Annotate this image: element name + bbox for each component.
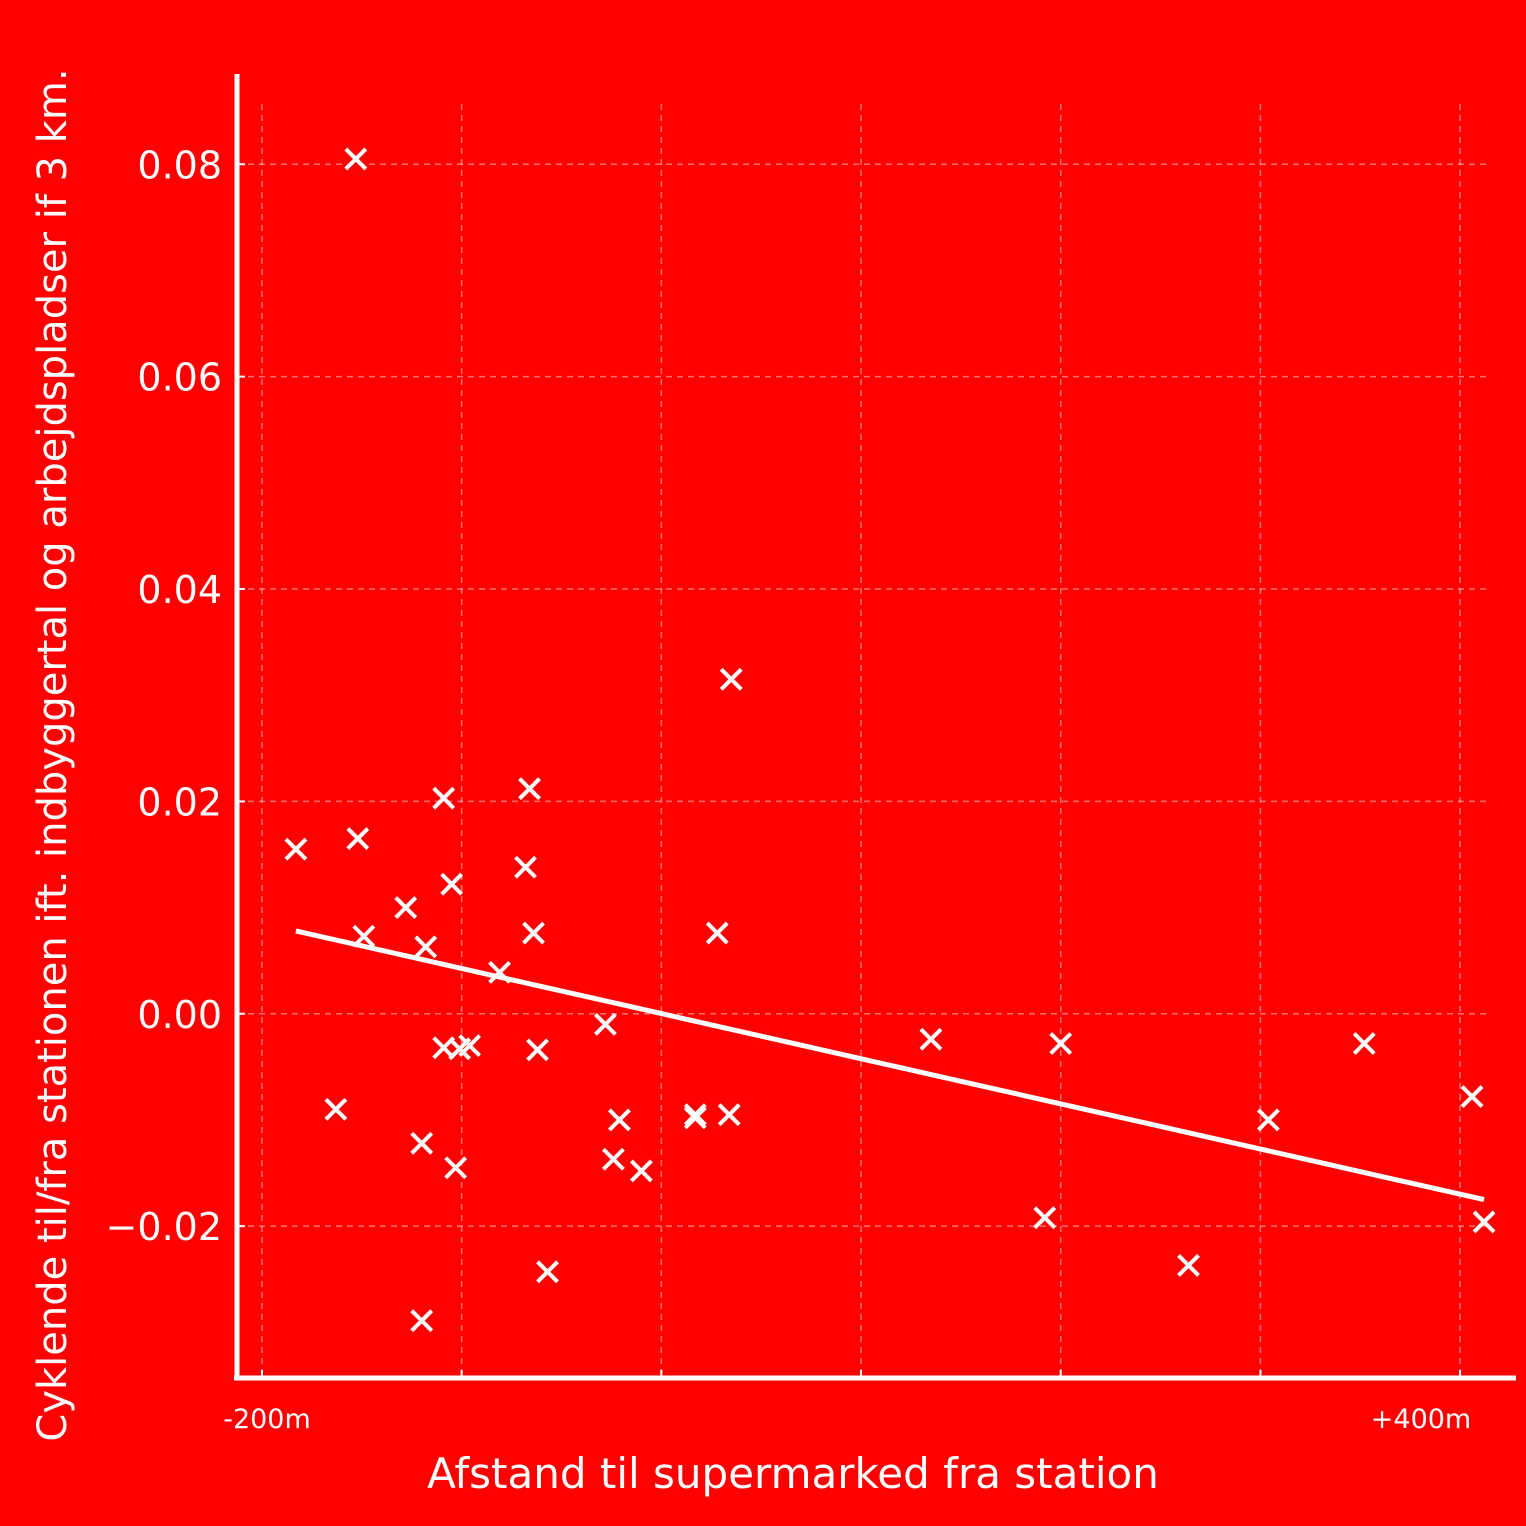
data-point-35 xyxy=(1352,1032,1376,1055)
y-tick-label-3: 0.02 xyxy=(137,780,222,824)
data-point-27 xyxy=(705,921,729,945)
data-point-8 xyxy=(414,935,438,959)
data-point-6 xyxy=(410,1131,434,1155)
data-point-18 xyxy=(522,921,545,945)
y-tick-label-1: 0.06 xyxy=(137,356,222,400)
data-point-5 xyxy=(394,896,418,919)
grid xyxy=(237,104,1488,1378)
axes xyxy=(234,74,1516,1381)
data-point-21 xyxy=(594,1012,617,1036)
data-point-20 xyxy=(536,1260,559,1284)
data-point-0 xyxy=(284,837,308,861)
y-tick-label-0: 0.08 xyxy=(137,143,222,187)
data-point-1 xyxy=(324,1097,348,1121)
data-point-17 xyxy=(518,777,541,801)
y-tick-label-2: 0.04 xyxy=(137,568,222,612)
data-point-9 xyxy=(432,786,456,810)
y-tick-label-4: 0.00 xyxy=(137,993,222,1037)
data-point-24 xyxy=(629,1159,653,1183)
ticks: 0.08 0.06 0.04 0.02 0.00 −0.02 xyxy=(106,143,1462,1378)
data-point-30 xyxy=(919,1027,943,1051)
data-point-34 xyxy=(1256,1108,1280,1132)
data-point-31 xyxy=(1033,1206,1057,1230)
data-point-37 xyxy=(1472,1210,1496,1234)
data-point-32 xyxy=(1049,1032,1073,1055)
data-point-36 xyxy=(1460,1085,1484,1109)
data-point-2 xyxy=(344,147,368,171)
data-point-22 xyxy=(601,1147,625,1171)
data-point-16 xyxy=(514,855,537,879)
data-point-33 xyxy=(1177,1254,1200,1277)
data-point-23 xyxy=(607,1108,631,1132)
data-point-12 xyxy=(444,1156,468,1180)
data-point-26 xyxy=(683,1106,707,1130)
data-point-25 xyxy=(683,1103,707,1127)
data-points xyxy=(284,147,1496,1333)
x-tick-label-max: +400m xyxy=(1371,1404,1471,1435)
data-point-29 xyxy=(719,667,743,691)
y-tick-label-5: −0.02 xyxy=(106,1205,222,1249)
data-point-28 xyxy=(717,1103,741,1127)
data-point-19 xyxy=(526,1038,549,1062)
y-axis-label: Cyklende til/fra stationen ift. indbygge… xyxy=(30,68,76,1441)
data-point-14 xyxy=(458,1034,482,1058)
trendline-group xyxy=(295,928,1485,1203)
x-tick-label-min: -200m xyxy=(223,1404,311,1435)
data-point-7 xyxy=(410,1309,434,1333)
data-point-11 xyxy=(440,872,464,896)
trendline xyxy=(295,928,1485,1203)
data-point-3 xyxy=(346,827,370,850)
x-axis-label: Afstand til supermarked fra station xyxy=(427,1449,1159,1498)
